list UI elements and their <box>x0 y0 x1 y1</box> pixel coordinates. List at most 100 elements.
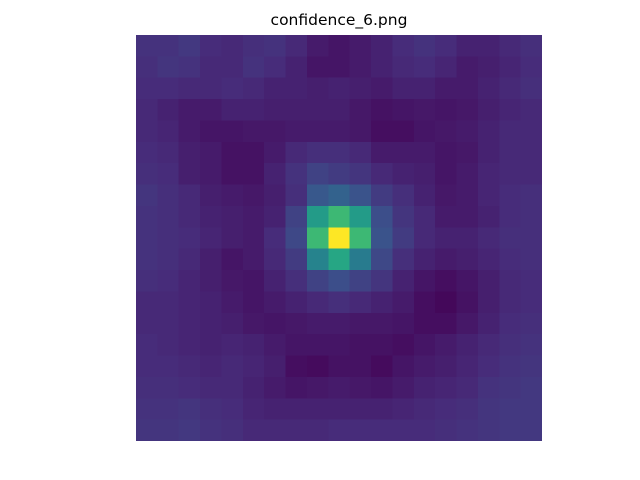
heatmap-cell <box>242 99 265 122</box>
heatmap-cell <box>477 270 500 293</box>
heatmap-cell <box>349 77 372 100</box>
heatmap-cell <box>178 56 201 79</box>
heatmap-cell <box>392 312 415 335</box>
heatmap-cell <box>456 334 479 357</box>
heatmap-cell <box>520 141 542 164</box>
heatmap-cell <box>242 419 265 441</box>
heatmap-cell <box>328 141 351 164</box>
heatmap-cell <box>477 334 500 357</box>
heatmap-cell <box>349 248 372 271</box>
heatmap-cell <box>264 227 287 250</box>
heatmap-cell <box>435 163 458 186</box>
heatmap-cell <box>392 334 415 357</box>
heatmap-cell <box>349 312 372 335</box>
heatmap-cell <box>477 227 500 250</box>
heatmap-cell <box>264 99 287 122</box>
heatmap-cell <box>264 141 287 164</box>
heatmap-cell <box>328 184 351 207</box>
heatmap-cell <box>221 334 244 357</box>
heatmap-cell <box>264 56 287 79</box>
heatmap-cell <box>200 376 223 399</box>
heatmap-cell <box>136 141 158 164</box>
heatmap-cell <box>413 355 436 378</box>
heatmap-cell <box>136 419 158 441</box>
heatmap-cell <box>178 355 201 378</box>
heatmap-cell <box>264 419 287 441</box>
heatmap-cell <box>264 248 287 271</box>
heatmap-cell <box>242 270 265 293</box>
heatmap-cell <box>349 99 372 122</box>
heatmap-cell <box>413 227 436 250</box>
heatmap-cell <box>435 56 458 79</box>
heatmap-cell <box>285 77 308 100</box>
heatmap-cell <box>200 184 223 207</box>
heatmap-cell <box>306 227 329 250</box>
heatmap-cell <box>520 99 542 122</box>
heatmap-cell <box>392 376 415 399</box>
heatmap-cell <box>136 248 158 271</box>
heatmap-cell <box>242 163 265 186</box>
heatmap-cell <box>520 227 542 250</box>
heatmap-cell <box>520 120 542 143</box>
heatmap-cell <box>328 163 351 186</box>
heatmap-cell <box>221 376 244 399</box>
heatmap-cell <box>242 376 265 399</box>
heatmap-cell <box>285 248 308 271</box>
heatmap-cell <box>264 312 287 335</box>
heatmap-cell <box>328 419 351 441</box>
chart-title: confidence_6.png <box>270 11 408 29</box>
heatmap-cell <box>221 184 244 207</box>
heatmap-cell <box>221 141 244 164</box>
heatmap-cell <box>371 291 394 314</box>
heatmap-cell <box>499 398 522 421</box>
heatmap-cell <box>499 227 522 250</box>
heatmap-cell <box>306 163 329 186</box>
heatmap-cell <box>285 56 308 79</box>
heatmap-cell <box>349 141 372 164</box>
heatmap-cell <box>456 77 479 100</box>
heatmap-cell <box>200 355 223 378</box>
heatmap-cell <box>413 163 436 186</box>
heatmap-cell <box>285 398 308 421</box>
heatmap-cell <box>178 227 201 250</box>
heatmap-cell <box>306 312 329 335</box>
heatmap-cell <box>477 184 500 207</box>
heatmap-cell <box>306 291 329 314</box>
heatmap-cell <box>306 120 329 143</box>
heatmap-cell <box>456 227 479 250</box>
heatmap-cell <box>242 184 265 207</box>
heatmap-cell <box>456 355 479 378</box>
heatmap-cell <box>157 141 180 164</box>
heatmap-cell <box>285 312 308 335</box>
heatmap-cell <box>221 99 244 122</box>
heatmap-cell <box>371 376 394 399</box>
heatmap-cell <box>264 355 287 378</box>
heatmap-cell <box>264 398 287 421</box>
heatmap-cell <box>349 56 372 79</box>
heatmap-cell <box>328 355 351 378</box>
heatmap-cell <box>477 398 500 421</box>
heatmap-cell <box>306 398 329 421</box>
heatmap-cell <box>242 398 265 421</box>
heatmap-cell <box>520 205 542 228</box>
heatmap-cell <box>306 334 329 357</box>
heatmap-cell <box>413 291 436 314</box>
heatmap-cell <box>178 334 201 357</box>
heatmap-cell <box>285 355 308 378</box>
heatmap-cell <box>200 270 223 293</box>
heatmap-cell <box>136 376 158 399</box>
heatmap-cell <box>349 35 372 57</box>
heatmap-cell <box>200 163 223 186</box>
heatmap-cell <box>136 270 158 293</box>
heatmap-cell <box>371 56 394 79</box>
heatmap-cell <box>520 270 542 293</box>
heatmap-cell <box>392 270 415 293</box>
heatmap-cell <box>349 205 372 228</box>
heatmap-cell <box>328 227 351 250</box>
heatmap-cell <box>349 398 372 421</box>
heatmap-cell <box>178 184 201 207</box>
heatmap-cell <box>456 99 479 122</box>
heatmap-cell <box>349 376 372 399</box>
heatmap-cell <box>499 334 522 357</box>
heatmap-cell <box>242 248 265 271</box>
